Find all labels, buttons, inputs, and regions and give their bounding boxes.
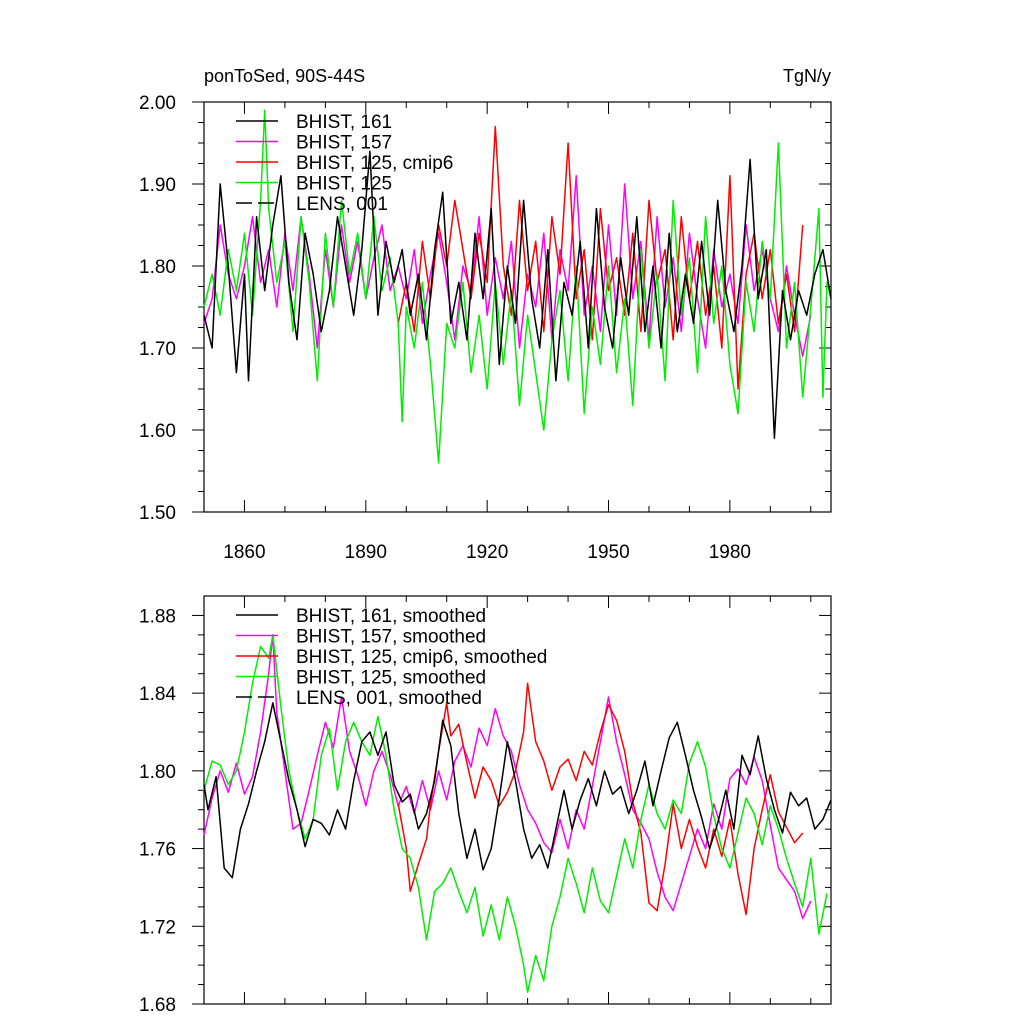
legend-label: BHIST, 161, smoothed [296, 606, 486, 627]
bottom-panel-smoothed: 1.68 1.72 1.76 1.80 1.84 1.88 BHIST, 161, smoo… [139, 595, 832, 1016]
x-tick-label: 1980 [709, 542, 751, 563]
x-tick-label: 1950 [587, 542, 629, 563]
y-tick-label: 1.84 [139, 684, 176, 705]
top-panel-raw: 1860 1890 1920 1950 1980 1.50 1.60 1.70 1.80 1.90… [139, 93, 832, 563]
legend-label: BHIST, 125 [296, 174, 392, 195]
legend-label: BHIST, 125, cmip6, smoothed [296, 647, 547, 668]
chart-units-right: TgN/y [783, 66, 831, 86]
x-tick-label: 1860 [223, 542, 265, 563]
series-line [203, 634, 812, 920]
y-tick-label: 1.72 [139, 917, 176, 938]
chart-title-left: ponToSed, 90S-44S [204, 66, 365, 86]
legend-label: BHIST, 125, smoothed [296, 668, 486, 689]
y-tick-label: 1.88 [139, 606, 176, 627]
legend-label: BHIST, 125, cmip6 [296, 153, 453, 174]
y-tick-label: 1.80 [139, 762, 176, 783]
series-line [203, 150, 832, 439]
y-tick-label: 1.68 [139, 995, 176, 1016]
y-tick-label: 2.00 [139, 93, 176, 114]
legend-label: BHIST, 157 [296, 133, 392, 154]
y-tick-label: 1.70 [139, 339, 176, 360]
y-tick-label: 1.90 [139, 175, 176, 196]
x-tick-label: 1920 [466, 542, 508, 563]
y-tick-label: 1.80 [139, 257, 176, 278]
legend-label: BHIST, 157, smoothed [296, 627, 486, 648]
legend-label: LENS, 001 [296, 194, 388, 215]
y-tick-label: 1.76 [139, 840, 176, 861]
legend-label: BHIST, 161 [296, 112, 392, 133]
legend-label: LENS, 001, smoothed [296, 688, 482, 709]
series-line [203, 109, 832, 464]
y-tick-label: 1.50 [139, 503, 176, 524]
series-line [397, 682, 804, 916]
x-tick-label: 1890 [345, 542, 387, 563]
series-line [203, 702, 832, 879]
series-line [203, 634, 828, 994]
y-tick-label: 1.60 [139, 421, 176, 442]
